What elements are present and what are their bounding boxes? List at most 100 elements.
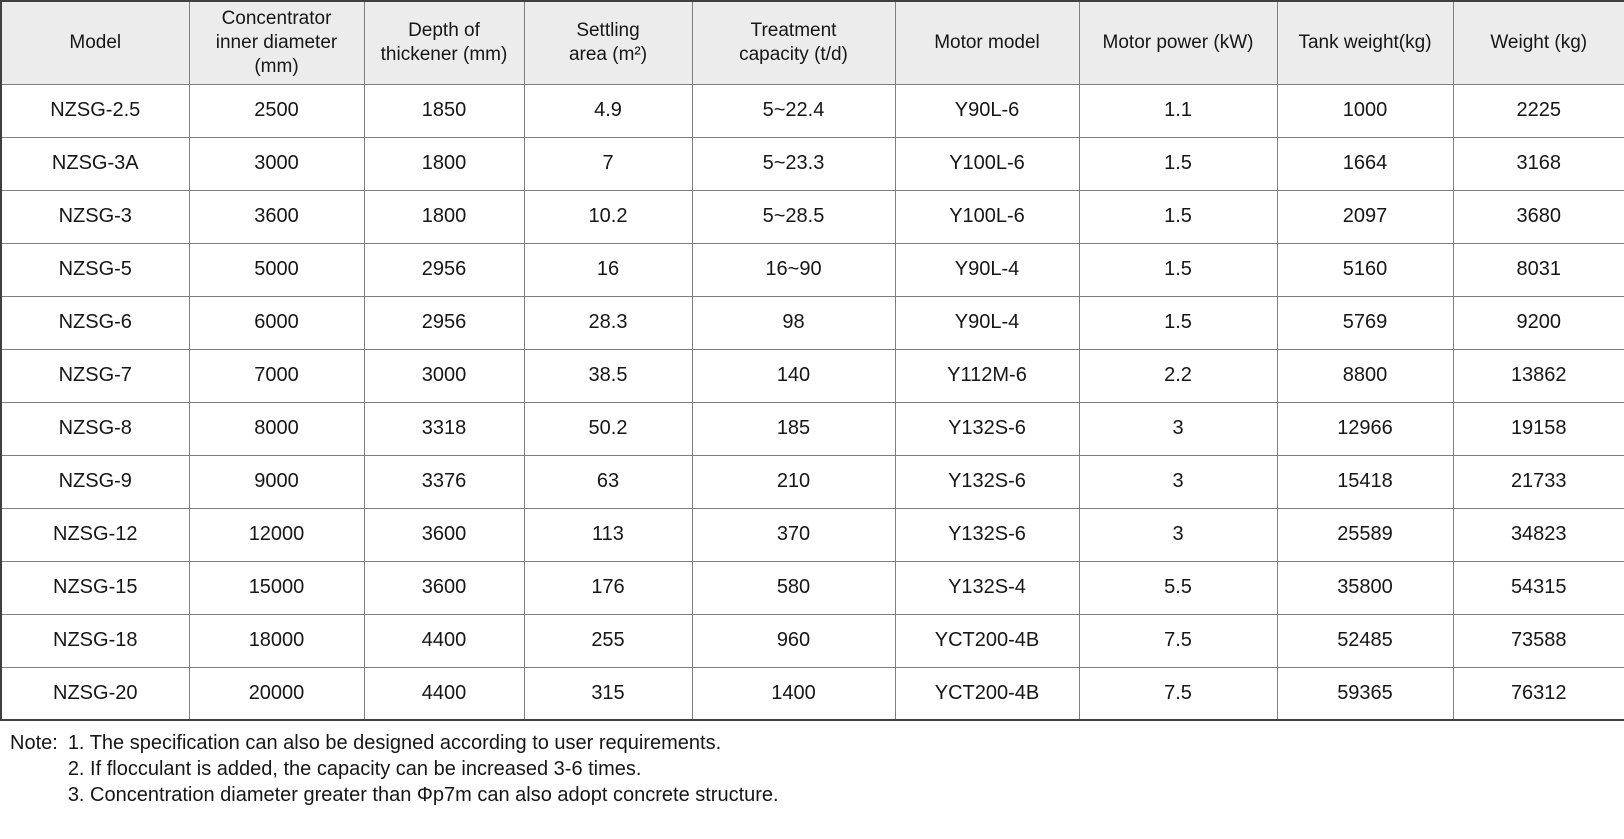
table-cell: 1.5 bbox=[1078, 295, 1278, 350]
column-header-3: Depth of thickener (mm) bbox=[363, 0, 525, 85]
table-cell: 54315 bbox=[1452, 560, 1624, 615]
table-cell: 73588 bbox=[1452, 613, 1624, 668]
table-cell: 5~22.4 bbox=[691, 83, 896, 138]
table-cell: 6000 bbox=[188, 295, 365, 350]
table-cell: 1.5 bbox=[1078, 242, 1278, 297]
table-cell: 3 bbox=[1078, 454, 1278, 509]
table-cell: Y132S-6 bbox=[894, 401, 1080, 456]
table-cell: 2500 bbox=[188, 83, 365, 138]
table-cell: 63 bbox=[523, 454, 693, 509]
table-row: NZSG-20 20000 4400 315 1400 YCT200-4B 7.5 59365… bbox=[0, 666, 1624, 721]
table-cell: 1850 bbox=[363, 83, 525, 138]
column-header-8: Tank weight(kg) bbox=[1276, 0, 1454, 85]
table-cell: 76312 bbox=[1452, 666, 1624, 721]
table-cell: 2.2 bbox=[1078, 348, 1278, 403]
table-cell: 255 bbox=[523, 613, 693, 668]
table-cell: 16~90 bbox=[691, 242, 896, 297]
table-cell: Y100L-6 bbox=[894, 136, 1080, 191]
table-cell: Y112M-6 bbox=[894, 348, 1080, 403]
table-row: NZSG-15 15000 3600 176 580 Y132S-4 5.5 35800 543… bbox=[0, 560, 1624, 615]
table-cell: 113 bbox=[523, 507, 693, 562]
table-row: NZSG-6 6000 2956 28.3 98 Y90L-4 1.5 5769 9200 bbox=[0, 295, 1624, 350]
table-cell: 4.9 bbox=[523, 83, 693, 138]
table-row: NZSG-12 12000 3600 113 370 Y132S-6 3 25589 34823 bbox=[0, 507, 1624, 562]
table-cell: Y100L-6 bbox=[894, 189, 1080, 244]
column-header-2: Concentrator inner diameter (mm) bbox=[188, 0, 365, 85]
table-cell: 5.5 bbox=[1078, 560, 1278, 615]
table-cell: 8000 bbox=[188, 401, 365, 456]
table-cell: 185 bbox=[691, 401, 896, 456]
table-row: NZSG-5 5000 2956 16 16~90 Y90L-4 1.5 5160 8031 bbox=[0, 242, 1624, 297]
table-cell: NZSG-15 bbox=[0, 560, 190, 615]
table-cell: 50.2 bbox=[523, 401, 693, 456]
table-cell: Y132S-4 bbox=[894, 560, 1080, 615]
column-header-7: Motor power (kW) bbox=[1078, 0, 1278, 85]
table-row: NZSG-3 3600 1800 10.2 5~28.5 Y100L-6 1.5 2097 36… bbox=[0, 189, 1624, 244]
note-item: 1. The specification can also be designe… bbox=[67, 732, 722, 754]
table-cell: 1.5 bbox=[1078, 136, 1278, 191]
table-cell: 1664 bbox=[1276, 136, 1454, 191]
table-cell: 3680 bbox=[1452, 189, 1624, 244]
table-cell: 3000 bbox=[363, 348, 525, 403]
table-cell: 18000 bbox=[188, 613, 365, 668]
table-cell: 4400 bbox=[363, 613, 525, 668]
table-cell: Y90L-4 bbox=[894, 295, 1080, 350]
table-cell: 3600 bbox=[363, 507, 525, 562]
table-cell: 19158 bbox=[1452, 401, 1624, 456]
table-cell: Y90L-4 bbox=[894, 242, 1080, 297]
table-cell: NZSG-5 bbox=[0, 242, 190, 297]
table-cell: 15418 bbox=[1276, 454, 1454, 509]
table-cell: YCT200-4B bbox=[894, 613, 1080, 668]
table-cell: 1000 bbox=[1276, 83, 1454, 138]
table-cell: 960 bbox=[691, 613, 896, 668]
table-cell: 38.5 bbox=[523, 348, 693, 403]
table-cell: NZSG-2.5 bbox=[0, 83, 190, 138]
table-cell: 3376 bbox=[363, 454, 525, 509]
table-cell: 8031 bbox=[1452, 242, 1624, 297]
table-cell: 8800 bbox=[1276, 348, 1454, 403]
table-cell: 2225 bbox=[1452, 83, 1624, 138]
table-cell: NZSG-6 bbox=[0, 295, 190, 350]
table-row: NZSG-7 7000 3000 38.5 140 Y112M-6 2.2 8800 13862 bbox=[0, 348, 1624, 403]
table-cell: 12966 bbox=[1276, 401, 1454, 456]
column-header-5: Treatment capacity (t/d) bbox=[691, 0, 896, 85]
column-header-4: Settling area (m²) bbox=[523, 0, 693, 85]
table-cell: 98 bbox=[691, 295, 896, 350]
table-cell: 2097 bbox=[1276, 189, 1454, 244]
table-cell: 9000 bbox=[188, 454, 365, 509]
table-cell: 5~23.3 bbox=[691, 136, 896, 191]
table-cell: 10.2 bbox=[523, 189, 693, 244]
table-cell: 370 bbox=[691, 507, 896, 562]
table-cell: 3600 bbox=[363, 560, 525, 615]
table-cell: 7.5 bbox=[1078, 613, 1278, 668]
table-cell: 1800 bbox=[363, 136, 525, 191]
note-item: 2. If flocculant is added, the capacity … bbox=[67, 758, 642, 780]
note-item: 3. Concentration diameter greater than Φ… bbox=[67, 784, 779, 806]
table-cell: 3 bbox=[1078, 401, 1278, 456]
table-cell: 28.3 bbox=[523, 295, 693, 350]
table-cell: 2956 bbox=[363, 242, 525, 297]
column-header-9: Weight (kg) bbox=[1452, 0, 1624, 85]
table-cell: 12000 bbox=[188, 507, 365, 562]
table-cell: 3 bbox=[1078, 507, 1278, 562]
table-cell: 1.5 bbox=[1078, 189, 1278, 244]
table-row: NZSG-3A 3000 1800 7 5~23.3 Y100L-6 1.5 1664 3168 bbox=[0, 136, 1624, 191]
note-label: Note: bbox=[10, 732, 58, 754]
table-cell: Y132S-6 bbox=[894, 454, 1080, 509]
table-cell: 140 bbox=[691, 348, 896, 403]
table-cell: 15000 bbox=[188, 560, 365, 615]
table-cell: NZSG-7 bbox=[0, 348, 190, 403]
table-cell: NZSG-12 bbox=[0, 507, 190, 562]
table-cell: NZSG-9 bbox=[0, 454, 190, 509]
table-cell: 5000 bbox=[188, 242, 365, 297]
table-cell: 1800 bbox=[363, 189, 525, 244]
table-row: NZSG-18 18000 4400 255 960 YCT200-4B 7.5 52485 7… bbox=[0, 613, 1624, 668]
table-cell: 7 bbox=[523, 136, 693, 191]
table-cell: 9200 bbox=[1452, 295, 1624, 350]
table-cell: 4400 bbox=[363, 666, 525, 721]
table-cell: 21733 bbox=[1452, 454, 1624, 509]
table-cell: 3318 bbox=[363, 401, 525, 456]
notes-section: Note: 1. The specification can also be d… bbox=[0, 730, 1624, 808]
table-row: NZSG-8 8000 3318 50.2 185 Y132S-6 3 12966 19158 bbox=[0, 401, 1624, 456]
